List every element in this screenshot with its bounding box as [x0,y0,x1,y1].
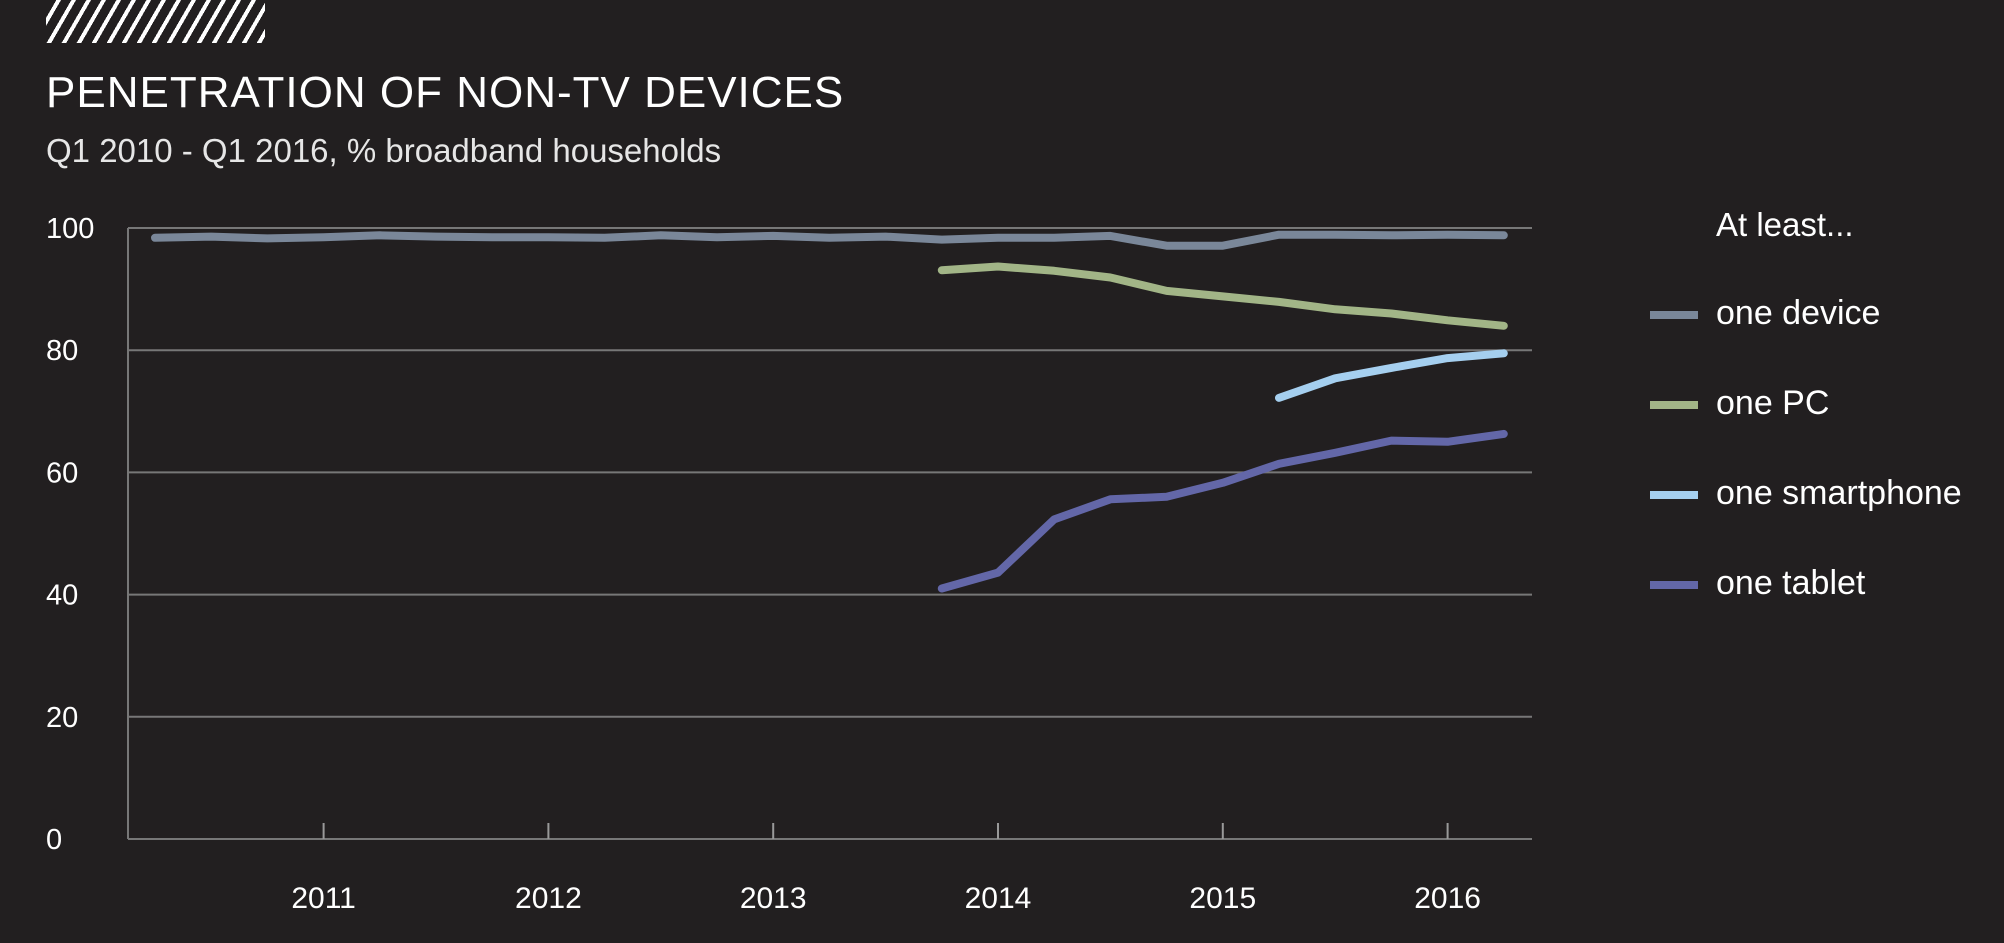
legend-item-one-smartphone: one smartphone [1650,474,2004,514]
y-tick-label: 20 [46,702,78,734]
series-line-one-smartphone [1275,349,1508,402]
legend-swatch-pc [1650,401,1698,409]
gridlines [128,227,1532,718]
series-line-one-tablet [937,429,1508,593]
x-axis: 2011 2012 2013 2014 2015 2016 [127,228,1532,915]
x-tick-label: 2014 [965,882,1032,915]
y-axis: 0 20 40 60 80 100 [46,213,94,856]
y-tick-label: 60 [46,457,78,489]
legend-label: one tablet [1716,564,1866,602]
legend-swatch-device [1650,311,1698,319]
legend-item-one-device: one device [1650,294,2004,334]
hatch-decoration [46,0,265,43]
legend-swatch-tablet [1650,581,1698,589]
legend-label: one PC [1716,384,1830,422]
legend-label: one smartphone [1716,474,1962,512]
series-lines [151,230,1508,593]
chart-subtitle: Q1 2010 - Q1 2016, % broadband household… [46,132,722,169]
x-tick-label: 2015 [1189,882,1256,915]
x-tick-label: 2016 [1414,882,1481,915]
legend-label: one device [1716,294,1881,332]
series-line-one-device [151,230,1508,250]
legend-item-one-tablet: one tablet [1650,564,2004,604]
y-tick-label: 0 [46,824,62,856]
x-tick-label: 2013 [740,882,807,915]
y-tick-label: 80 [46,335,78,367]
y-tick-label: 100 [46,213,94,245]
y-tick-label: 40 [46,580,78,612]
legend-title: At least... [1716,206,1854,243]
legend-swatch-smartphone [1650,491,1698,499]
x-tick-label: 2012 [515,882,582,915]
x-tick-label: 2011 [291,882,356,915]
legend-item-one-pc: one PC [1650,384,2004,424]
chart-title: PENETRATION OF NON-TV DEVICES [46,68,845,117]
series-line-one-PC [937,262,1508,330]
